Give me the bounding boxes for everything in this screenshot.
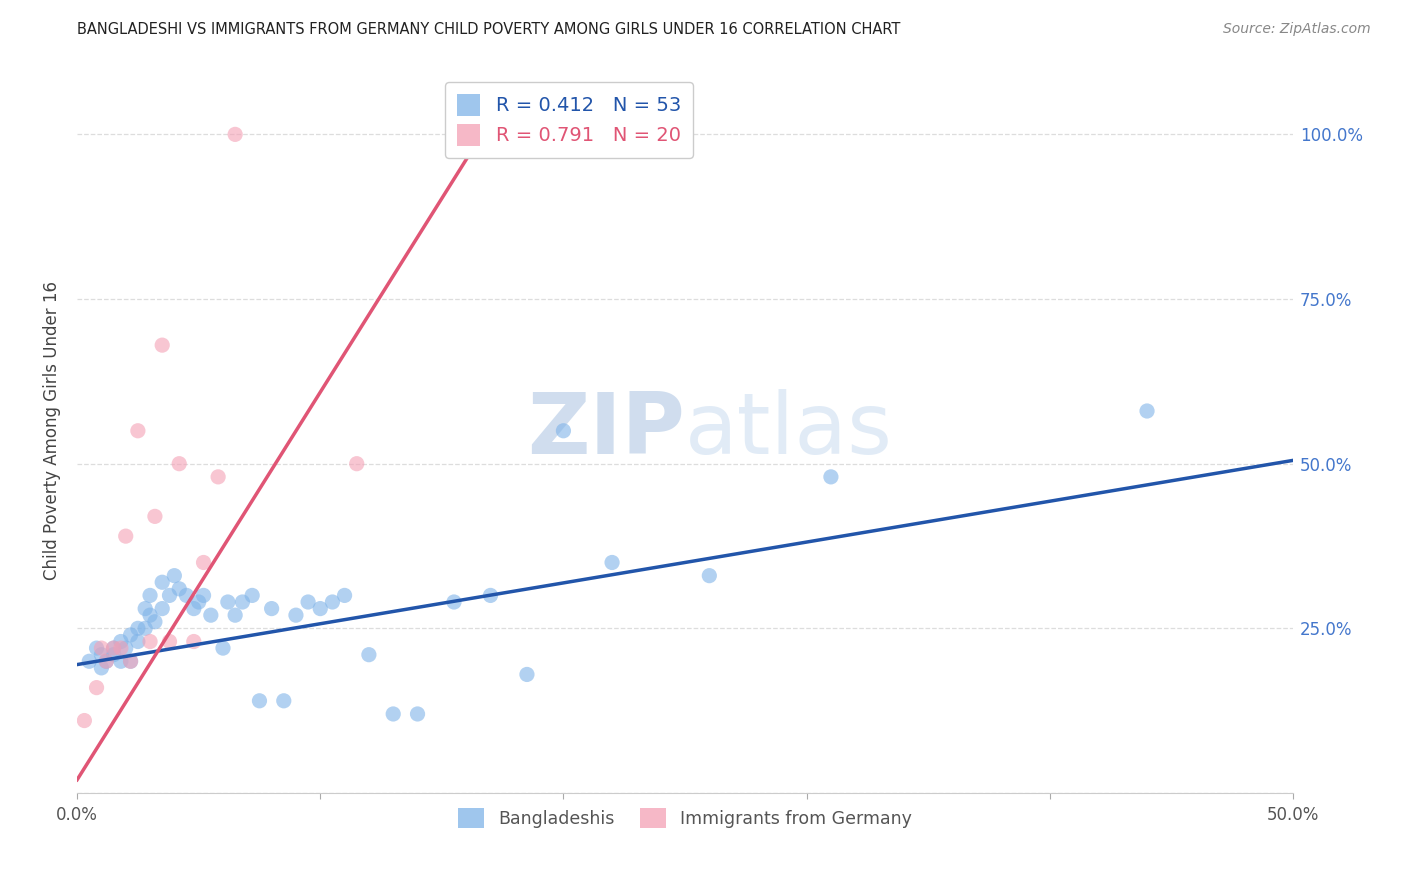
Point	[120, 654, 142, 668]
Point	[90, 661, 112, 675]
Point	[90, 641, 112, 656]
Point	[127, 634, 149, 648]
Point	[96, 654, 118, 668]
Point	[187, 595, 209, 609]
Point	[167, 457, 190, 471]
Point	[217, 595, 239, 609]
Point	[139, 589, 162, 603]
Point	[193, 556, 215, 570]
Point	[90, 648, 112, 662]
Text: ZIP: ZIP	[527, 389, 685, 472]
Point	[183, 601, 205, 615]
Point	[163, 568, 186, 582]
Text: BANGLADESHI VS IMMIGRANTS FROM GERMANY CHILD POVERTY AMONG GIRLS UNDER 16 CORREL: BANGLADESHI VS IMMIGRANTS FROM GERMANY C…	[77, 22, 901, 37]
Point	[110, 634, 132, 648]
Point	[516, 667, 538, 681]
Point	[96, 654, 118, 668]
Point	[134, 621, 156, 635]
Text: atlas: atlas	[685, 389, 893, 472]
Point	[143, 509, 166, 524]
Point	[86, 681, 108, 695]
Point	[200, 608, 222, 623]
Point	[260, 601, 283, 615]
Point	[86, 641, 108, 656]
Point	[820, 470, 842, 484]
Point	[699, 568, 721, 582]
Legend: Bangladeshis, Immigrants from Germany: Bangladeshis, Immigrants from Germany	[451, 801, 920, 835]
Point	[600, 556, 623, 570]
Point	[273, 694, 295, 708]
Point	[309, 601, 332, 615]
Point	[406, 706, 429, 721]
Point	[134, 601, 156, 615]
Point	[382, 706, 405, 721]
Point	[110, 641, 132, 656]
Point	[167, 582, 190, 596]
Point	[150, 575, 173, 590]
Point	[150, 601, 173, 615]
Point	[224, 128, 246, 142]
Point	[553, 424, 575, 438]
Point	[321, 595, 343, 609]
Point	[139, 608, 162, 623]
Point	[224, 608, 246, 623]
Point	[176, 589, 198, 603]
Point	[357, 648, 380, 662]
Point	[333, 589, 356, 603]
Point	[73, 714, 96, 728]
Y-axis label: Child Poverty Among Girls Under 16: Child Poverty Among Girls Under 16	[44, 281, 60, 581]
Point	[212, 641, 235, 656]
Point	[443, 595, 465, 609]
Point	[240, 589, 263, 603]
Point	[1136, 404, 1159, 418]
Point	[114, 641, 136, 656]
Point	[346, 457, 368, 471]
Point	[110, 654, 132, 668]
Point	[139, 634, 162, 648]
Point	[120, 628, 142, 642]
Point	[231, 595, 253, 609]
Point	[103, 641, 125, 656]
Text: Source: ZipAtlas.com: Source: ZipAtlas.com	[1223, 22, 1371, 37]
Point	[127, 424, 149, 438]
Point	[249, 694, 271, 708]
Point	[127, 621, 149, 635]
Point	[479, 128, 502, 142]
Point	[207, 470, 229, 484]
Point	[479, 589, 502, 603]
Point	[143, 615, 166, 629]
Point	[159, 634, 181, 648]
Point	[120, 654, 142, 668]
Point	[159, 589, 181, 603]
Point	[103, 641, 125, 656]
Point	[183, 634, 205, 648]
Point	[77, 654, 100, 668]
Point	[150, 338, 173, 352]
Point	[103, 648, 125, 662]
Point	[284, 608, 307, 623]
Point	[297, 595, 319, 609]
Point	[193, 589, 215, 603]
Point	[114, 529, 136, 543]
